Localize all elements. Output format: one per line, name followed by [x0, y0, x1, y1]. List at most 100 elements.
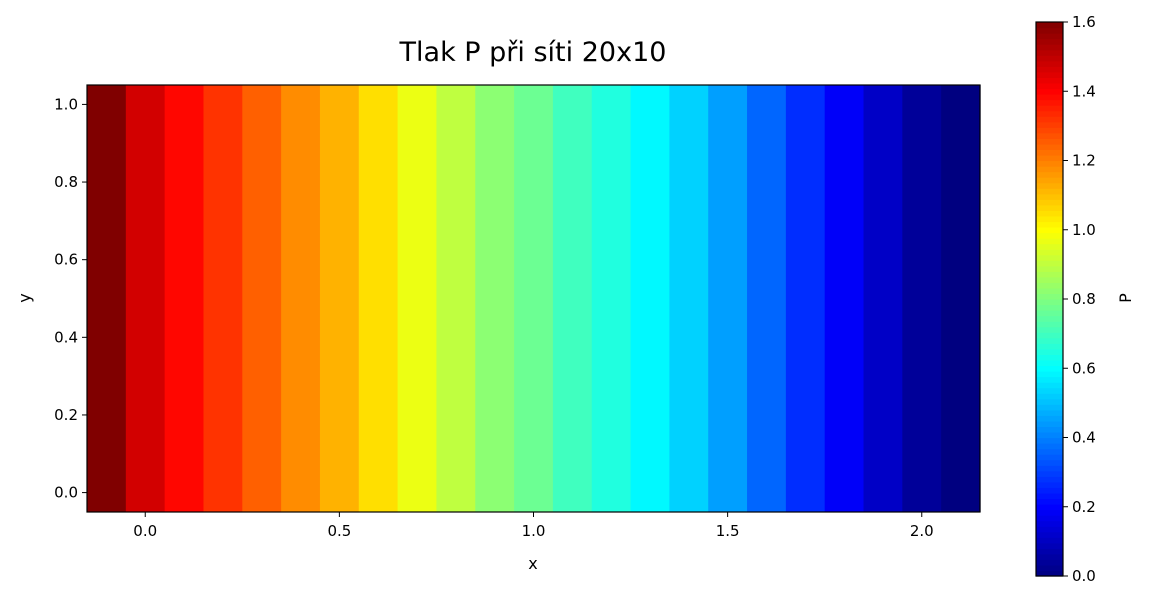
y-axis-label: y [15, 293, 34, 302]
colorbar-segment [1036, 132, 1063, 139]
colorbar-segment [1036, 254, 1063, 261]
colorbar-segment [1036, 127, 1063, 134]
colorbar-segment [1036, 154, 1063, 162]
colorbar-tick-label: 0.4 [1072, 429, 1096, 447]
x-tick-label: 1.5 [716, 522, 740, 540]
colorbar-segment [1036, 537, 1063, 544]
colorbar-segment [1036, 82, 1063, 90]
colorbar-segment [1036, 371, 1063, 378]
heatmap-cell [319, 85, 360, 512]
heatmap-cell [87, 85, 127, 512]
colorbar-segment [1036, 337, 1063, 344]
colorbar-segment [1036, 315, 1063, 322]
colorbar-segment [1036, 143, 1063, 151]
colorbar-segment [1036, 293, 1063, 300]
colorbar-segment [1036, 265, 1063, 272]
colorbar-segment [1036, 105, 1063, 112]
colorbar-segment [1036, 459, 1063, 466]
heatmap-cell [785, 85, 826, 512]
heatmap-cell [630, 85, 670, 512]
colorbar-segment [1036, 243, 1063, 250]
y-tick-label: 0.4 [54, 328, 78, 346]
colorbar-segment [1036, 60, 1063, 67]
heatmap-cell [941, 85, 981, 512]
colorbar-segment [1036, 365, 1063, 372]
colorbar-segment [1036, 431, 1063, 439]
colorbar-segment [1036, 66, 1063, 73]
colorbar-segment [1036, 503, 1063, 511]
colorbar-tick-label: 1.2 [1072, 152, 1096, 170]
y-tick-label: 0.8 [54, 173, 78, 191]
x-tick-label: 2.0 [910, 522, 934, 540]
colorbar-segment [1036, 310, 1063, 317]
colorbar-segment [1036, 204, 1063, 211]
y-tick-label: 0.0 [54, 484, 78, 502]
colorbar-tick-label: 0.0 [1072, 567, 1096, 585]
colorbar-segment [1036, 282, 1063, 289]
colorbar-segment [1036, 182, 1063, 189]
colorbar-segment [1036, 321, 1063, 328]
colorbar-segment [1036, 509, 1063, 516]
colorbar-tick-label: 0.2 [1072, 498, 1096, 516]
heatmap-cell [397, 85, 438, 512]
colorbar-segment [1036, 376, 1063, 383]
colorbar-segment [1036, 332, 1063, 339]
colorbar-segment [1036, 94, 1063, 101]
colorbar-segment [1036, 454, 1063, 461]
colorbar-segment [1036, 260, 1063, 267]
colorbar-segment [1036, 437, 1063, 444]
colorbar-segment [1036, 409, 1063, 416]
colorbar-tick-label: 0.8 [1072, 290, 1096, 308]
colorbar-segment [1036, 138, 1063, 145]
colorbar-segment [1036, 88, 1063, 95]
colorbar-segment [1036, 542, 1063, 549]
colorbar-segment [1036, 476, 1063, 483]
x-axis-label: x [528, 554, 537, 573]
colorbar-segment [1036, 71, 1063, 78]
colorbar-segment [1036, 110, 1063, 117]
colorbar-tick-label: 0.6 [1072, 359, 1096, 377]
colorbar-segment [1036, 27, 1063, 34]
colorbar-segment [1036, 226, 1063, 234]
heatmap-cell [358, 85, 399, 512]
colorbar-segment [1036, 304, 1063, 311]
heatmap-cell [591, 85, 632, 512]
colorbar-segment [1036, 553, 1063, 560]
heatmap-cell [669, 85, 709, 512]
colorbar-segment [1036, 559, 1063, 566]
heatmap-cell [863, 85, 903, 512]
y-tick-label: 1.0 [54, 95, 78, 113]
colorbar-segment [1036, 382, 1063, 389]
colorbar-segment [1036, 448, 1063, 455]
colorbar-segment [1036, 38, 1063, 45]
colorbar-segment [1036, 498, 1063, 505]
colorbar-segment [1036, 77, 1063, 84]
colorbar-segment [1036, 420, 1063, 428]
heatmap-cell [824, 85, 865, 512]
colorbar-segment [1036, 287, 1063, 295]
colorbar-segment [1036, 443, 1063, 450]
colorbar-segment [1036, 492, 1063, 500]
colorbar-segment [1036, 393, 1063, 400]
heatmap-cells [87, 85, 981, 512]
colorbar-segment [1036, 465, 1063, 472]
x-tick-label: 0.0 [133, 522, 157, 540]
heatmap-cell [203, 85, 243, 512]
colorbar-segment [1036, 193, 1063, 200]
colorbar-segment [1036, 149, 1063, 156]
colorbar-segment [1036, 177, 1063, 184]
heatmap-cell [708, 85, 748, 512]
colorbar-segment [1036, 49, 1063, 56]
colorbar-segment [1036, 188, 1063, 195]
colorbar-segment [1036, 249, 1063, 256]
colorbar-segment [1036, 520, 1063, 527]
colorbar-segment [1036, 354, 1063, 361]
colorbar-segment [1036, 531, 1063, 538]
colorbar-segment [1036, 221, 1063, 228]
colorbar-segment [1036, 515, 1063, 522]
y-tick-label: 0.6 [54, 251, 78, 269]
heatmap-cell [747, 85, 787, 512]
x-axis-ticks: 0.0 0.5 1.0 1.5 2.0 [133, 512, 934, 540]
colorbar-tick-label: 1.4 [1072, 82, 1096, 100]
colorbar-segment [1036, 271, 1063, 278]
